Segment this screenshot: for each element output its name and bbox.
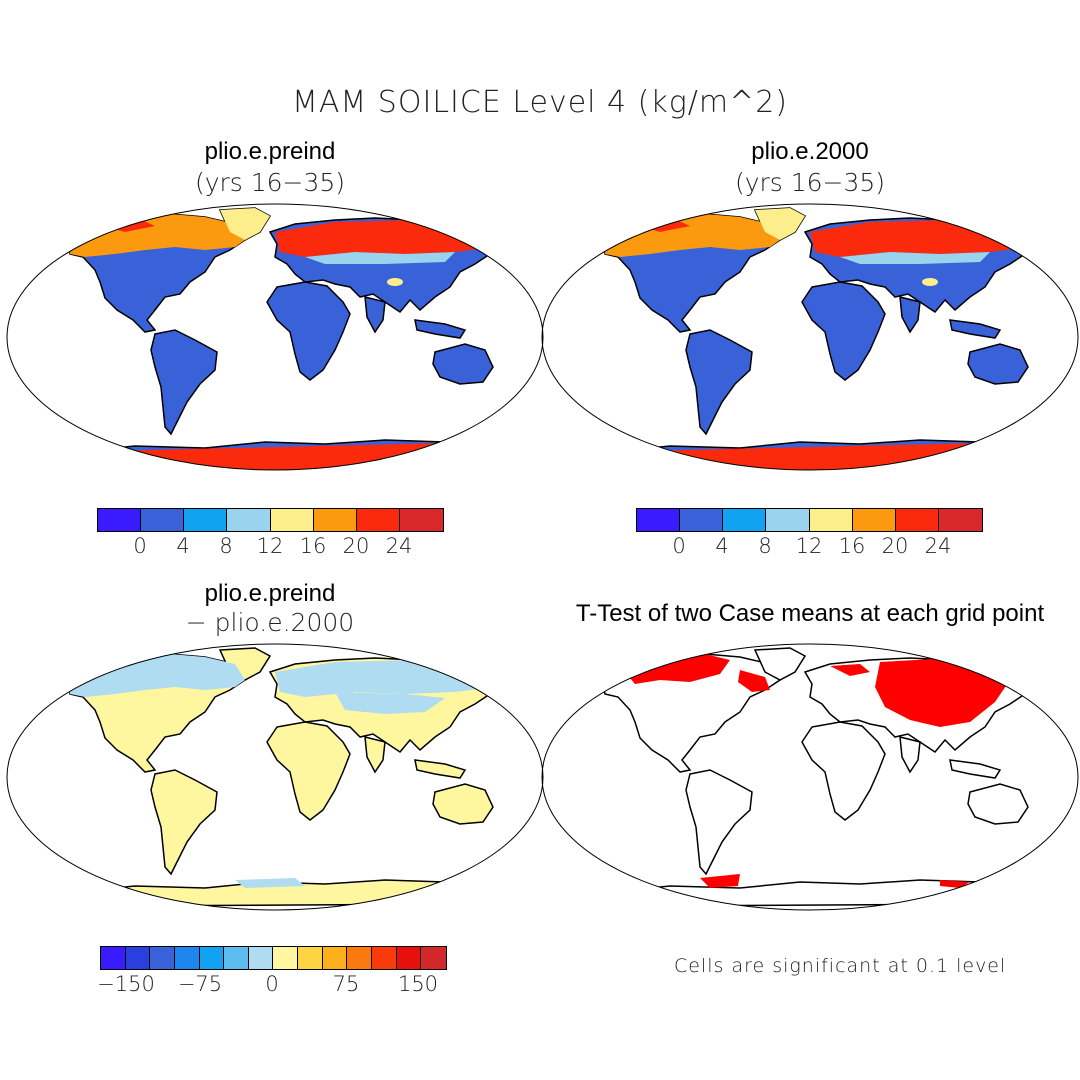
colorbar-tick: 20 — [881, 534, 909, 558]
panel-title-2000: plio.e.2000 — [751, 138, 869, 165]
panel-title-diff: plio.e.preind — [204, 580, 336, 607]
colorbar-tick: 12 — [256, 534, 284, 558]
colorbar-tick: 12 — [795, 534, 823, 558]
colorbar-tick: 24 — [385, 534, 413, 558]
panel-subtitle-2000: (yrs 16−35) — [734, 168, 886, 197]
panel-title-ttest: T-Test of two Case means at each grid po… — [575, 600, 1045, 627]
colorbar-2000 — [636, 508, 983, 532]
colorbar-tick: 8 — [758, 534, 772, 558]
colorbar-difference — [100, 946, 447, 970]
colorbar-tick: 20 — [342, 534, 370, 558]
colorbar-tick: 150 — [397, 972, 439, 996]
colorbar-tick: 75 — [332, 972, 360, 996]
colorbar-tick: 16 — [838, 534, 866, 558]
colorbar-tick: −75 — [177, 972, 223, 996]
colorbar-tick: 4 — [715, 534, 729, 558]
map-2000 — [541, 203, 1079, 471]
colorbar-tick: 0 — [265, 972, 279, 996]
colorbar-tick: 0 — [133, 534, 147, 558]
panel-title-preind: plio.e.preind — [204, 138, 336, 165]
map-preind — [6, 203, 544, 471]
colorbar-tick: 16 — [299, 534, 327, 558]
panel-subtitle-preind: (yrs 16−35) — [194, 168, 346, 197]
map-ttest — [541, 643, 1079, 911]
colorbar-tick: 8 — [219, 534, 233, 558]
colorbar-tick: 4 — [176, 534, 190, 558]
figure-title: MAM SOILICE Level 4 (kg/m^2) — [291, 85, 789, 120]
map-difference — [6, 643, 544, 911]
colorbar-tick: 24 — [924, 534, 952, 558]
panel-subtitle-diff: − plio.e.2000 — [185, 608, 355, 637]
colorbar-preind — [97, 508, 444, 532]
colorbar-tick: 0 — [672, 534, 686, 558]
significance-note: Cells are significant at 0.1 level — [674, 955, 1007, 977]
colorbar-tick: −150 — [97, 972, 155, 996]
